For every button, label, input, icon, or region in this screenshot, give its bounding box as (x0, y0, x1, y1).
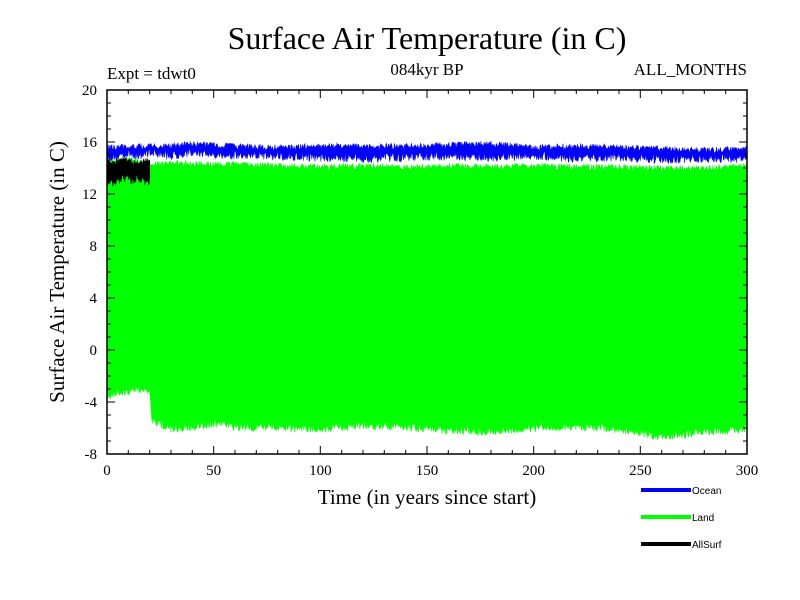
y-axis-label: Surface Air Temperature (in C) (45, 141, 69, 403)
x-tick-label: 100 (309, 463, 332, 479)
series-allsurf-band (106, 156, 150, 187)
legend: Ocean Land AllSurf (641, 486, 722, 551)
y-tick-label: -4 (85, 395, 98, 411)
chart-subtitle: 084kyr BP (390, 60, 463, 79)
y-tick-labels: -8 -4 0 4 8 12 16 20 (82, 83, 98, 463)
x-tick-label: 200 (522, 463, 545, 479)
x-axis-label: Time (in years since start) (318, 485, 537, 509)
experiment-label: Expt = tdwt0 (107, 64, 196, 83)
legend-label-allsurf: AllSurf (692, 540, 722, 551)
y-tick-label: 4 (90, 291, 98, 307)
y-tick-label: 20 (82, 83, 97, 99)
y-tick-label: 16 (82, 135, 98, 151)
x-tick-label: 300 (736, 463, 759, 479)
chart-title: Surface Air Temperature (in C) (228, 20, 627, 56)
series-land-band (106, 156, 748, 440)
x-tick-labels: 0 50 100 150 200 250 300 (103, 463, 758, 479)
x-tick-label: 0 (103, 463, 111, 479)
y-tick-label: 0 (90, 343, 98, 359)
plot-frame (106, 89, 748, 455)
y-tick-label: -8 (85, 447, 98, 463)
x-tick-label: 50 (206, 463, 221, 479)
months-label: ALL_MONTHS (634, 60, 747, 79)
series-layer (106, 140, 748, 440)
y-tick-label: 8 (90, 239, 98, 255)
x-tick-label: 250 (629, 463, 652, 479)
x-tick-label: 150 (416, 463, 439, 479)
legend-label-ocean: Ocean (692, 486, 721, 497)
legend-label-land: Land (692, 513, 714, 524)
y-tick-label: 12 (82, 187, 97, 203)
series-ocean-band (106, 140, 748, 164)
